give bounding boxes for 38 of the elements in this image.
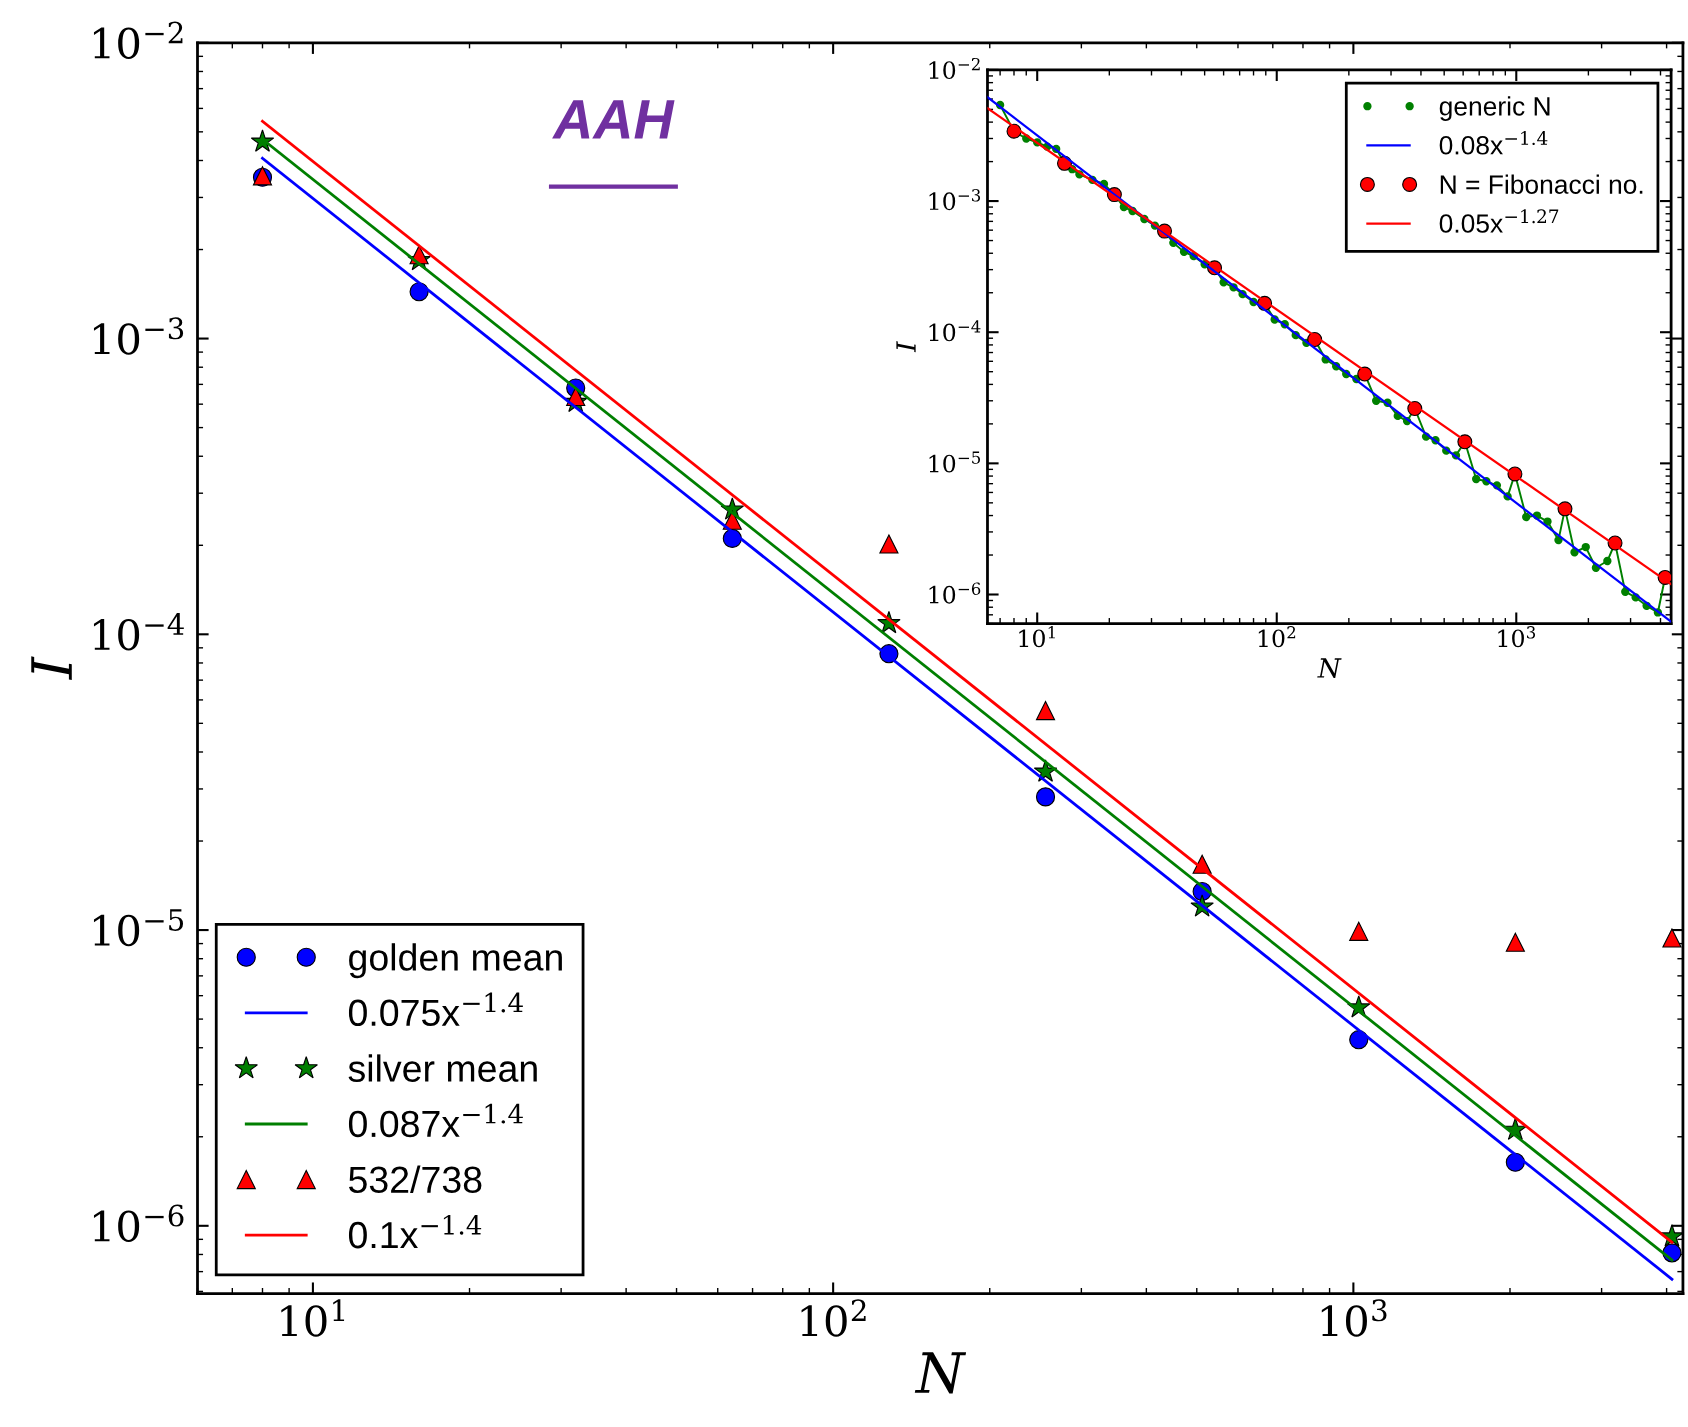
point (1505, 932, 1525, 952)
x-tick-label: 10$^{1}$ (1019, 626, 1055, 648)
legend-label: 0.087x$^{−1.4}$ (348, 1103, 523, 1138)
y-tick-label: 10$^{−2}$ (929, 57, 980, 80)
x-tick-label: 10$^{2}$ (801, 1299, 866, 1337)
point (1035, 701, 1056, 721)
x-tick-label: 10$^{2}$ (1258, 626, 1296, 648)
legend-label: golden mean (349, 943, 562, 979)
x-tick-label: 10$^{3}$ (1321, 1299, 1387, 1337)
y-tick-label: 10$^{−3}$ (93, 317, 184, 355)
x-axis-title: N (1317, 658, 1342, 678)
y-tick-label: 10$^{−6}$ (93, 1204, 184, 1242)
y-axis-title: I (31, 656, 72, 681)
x-tick-label: 10$^{3}$ (1498, 626, 1536, 648)
x-axis-title: N (914, 1352, 967, 1394)
point (1349, 921, 1369, 941)
legend-label: 0.075x$^{−1.4}$ (348, 992, 523, 1027)
legend-label: 0.05x$^{−1.27}$ (1439, 209, 1559, 233)
y-tick-label: 10$^{−2}$ (93, 21, 183, 59)
point (1035, 787, 1056, 807)
y-tick-label: 10$^{−5}$ (929, 451, 981, 473)
y-axis-title: I (896, 341, 916, 353)
legend-label: 532/738 (349, 1165, 482, 1194)
annotation: AAH (552, 100, 675, 139)
point (1660, 1224, 1683, 1247)
point (1662, 928, 1682, 948)
legend-label: 0.08x$^{−1.4}$ (1439, 131, 1548, 155)
point (879, 534, 899, 554)
y-tick-label: 10$^{−4}$ (929, 320, 981, 342)
legend-label: N = Fibonacci no. (1440, 174, 1643, 194)
x-tick-label: 10$^{1}$ (281, 1299, 345, 1337)
y-tick-label: 10$^{−4}$ (93, 613, 184, 651)
y-tick-label: 10$^{−3}$ (929, 189, 981, 211)
y-tick-label: 10$^{−5}$ (93, 909, 184, 947)
legend-label: generic N (1439, 96, 1550, 121)
legend-label: silver mean (348, 1054, 537, 1082)
y-tick-label: 10$^{−6}$ (929, 582, 981, 604)
legend-label: 0.1x$^{−1.4}$ (348, 1214, 482, 1249)
